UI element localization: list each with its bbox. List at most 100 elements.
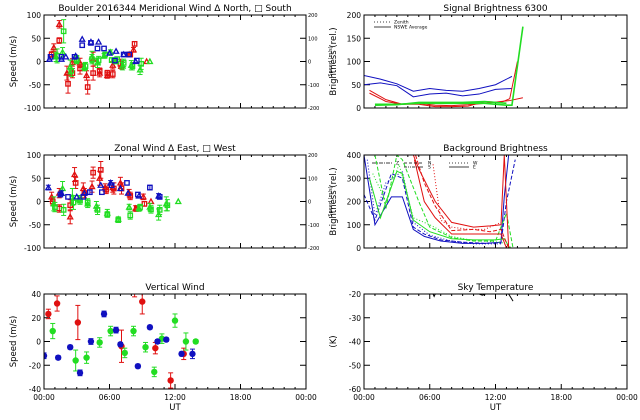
- marker-square: [104, 211, 111, 218]
- background-green-1-line: [368, 170, 511, 248]
- marker-square: [65, 193, 71, 200]
- marker-dot: [107, 327, 114, 335]
- zonal-ylabel: Speed (m/s): [9, 176, 19, 228]
- zonal-green-point: [164, 199, 171, 212]
- marker-dot: [44, 352, 48, 359]
- marker-dot: [152, 344, 159, 352]
- vertical-red-point: [45, 308, 52, 320]
- marker-triangle: [57, 189, 66, 196]
- meridional-ytick-right-label: 200: [308, 13, 318, 19]
- zonal-ytick-right-label: 200: [308, 153, 318, 159]
- marker-square: [101, 45, 107, 52]
- marker-triangle: [50, 43, 58, 51]
- marker-square: [156, 207, 163, 213]
- marker-square: [84, 84, 91, 90]
- zonal-blue-point: [73, 193, 81, 200]
- vertical-red-point: [53, 295, 61, 312]
- marker-dot: [74, 319, 82, 326]
- signal-panel: Signal Brightness 6300 Brightness (rel.) 2…: [329, 4, 628, 113]
- vertical-ytick-label: 0: [36, 338, 41, 347]
- vertical-blue-point: [189, 348, 196, 360]
- skytemp-xlabel: UT: [490, 403, 502, 413]
- marker-dot: [163, 336, 170, 343]
- marker-triangle: [62, 53, 70, 60]
- marker-square: [72, 180, 79, 186]
- zonal-blue-point: [116, 184, 125, 192]
- vertical-blue-point: [146, 324, 154, 331]
- skytemp-trace-3-line: [508, 294, 514, 302]
- marker-triangle: [120, 50, 128, 58]
- signal-blue-2-line: [364, 82, 512, 98]
- marker-square: [58, 54, 65, 60]
- zonal-panel: Zonal Wind Δ East, □ West Speed (m/s) 100 5…: [9, 144, 334, 253]
- zonal-green-point: [70, 194, 77, 210]
- marker-square: [148, 206, 154, 213]
- zonal-blue-point: [147, 184, 153, 191]
- vertical-green-point: [83, 351, 90, 364]
- vertical-ytick-label: 40: [31, 290, 41, 299]
- zonal-blue-point: [124, 189, 132, 196]
- marker-dot: [53, 300, 61, 307]
- marker-square: [120, 60, 127, 66]
- zonal-green-point: [60, 203, 67, 216]
- vertical-ytick-label: 20: [31, 314, 41, 323]
- skytemp-title: Sky Temperature: [458, 283, 534, 293]
- marker-triangle: [125, 203, 133, 210]
- meridional-ylabel-right: Speed (m/s): [328, 46, 334, 76]
- zonal-red-point: [147, 197, 155, 205]
- vertical-blue-point: [87, 338, 95, 345]
- signal-ytick-label: 50: [351, 81, 361, 90]
- meridional-ytick-label: -50: [29, 81, 41, 90]
- background-blue-1-line: [364, 155, 510, 244]
- marker-triangle: [143, 57, 151, 65]
- meridional-red-point: [109, 69, 116, 79]
- marker-square: [60, 28, 67, 35]
- marker-square: [97, 167, 104, 173]
- skytemp-ytick-label: -60: [349, 385, 361, 394]
- zonal-ytick-right-label: -200: [308, 246, 319, 252]
- marker-square: [68, 67, 75, 74]
- zonal-green-point: [84, 198, 91, 207]
- marker-square: [108, 57, 115, 63]
- background-legend-label: S: [428, 165, 431, 171]
- meridional-blue-point: [120, 50, 128, 58]
- signal-blue-1-line: [364, 74, 513, 92]
- marker-square: [89, 56, 95, 63]
- vertical-xtick-label: 12:00: [164, 393, 186, 402]
- meridional-title: Boulder 2016344 Meridional Wind Δ North,…: [58, 4, 291, 14]
- meridional-blue-point: [79, 42, 86, 49]
- vertical-green-point: [130, 325, 137, 337]
- meridional-red-point: [84, 79, 91, 95]
- marker-triangle: [174, 197, 182, 205]
- background-plot-area: [364, 155, 516, 248]
- marker-square: [70, 199, 77, 206]
- marker-square: [137, 204, 143, 210]
- marker-dot: [54, 354, 62, 361]
- background-ytick-label: 0: [356, 244, 361, 253]
- marker-triangle: [55, 20, 63, 27]
- marker-triangle: [66, 213, 74, 220]
- zonal-green-point: [127, 211, 134, 220]
- skytemp-ylabel: (K): [329, 335, 339, 347]
- zonal-green-point: [148, 205, 154, 214]
- skytemp-xtick-label: 00:00: [353, 393, 375, 402]
- zonal-blue-point: [80, 189, 88, 196]
- meridional-green-point: [95, 55, 102, 65]
- zonal-red-point: [66, 209, 74, 225]
- marker-triangle: [78, 35, 86, 42]
- marker-square: [90, 169, 96, 176]
- zonal-blue-point: [135, 192, 143, 199]
- zonal-green-point: [115, 217, 122, 223]
- marker-triangle: [112, 47, 120, 54]
- marker-square: [56, 37, 63, 44]
- marker-triangle: [88, 182, 96, 190]
- background-legend-label: N: [428, 161, 431, 167]
- meridional-ytick-label: 50: [31, 34, 41, 43]
- vertical-xtick-label: 00:00: [33, 393, 55, 402]
- signal-legend-label: NSWE Average: [394, 25, 428, 31]
- meridional-green-point: [60, 19, 67, 44]
- zonal-blue-point: [65, 193, 71, 200]
- vertical-green-point: [151, 366, 158, 378]
- vertical-green-point: [107, 325, 114, 337]
